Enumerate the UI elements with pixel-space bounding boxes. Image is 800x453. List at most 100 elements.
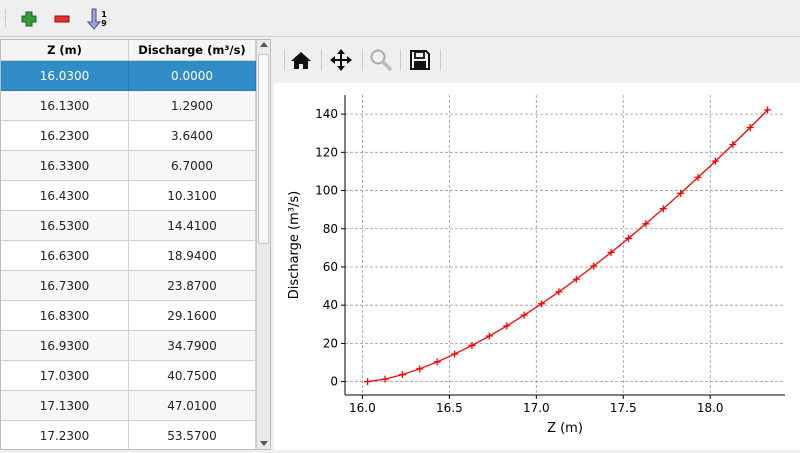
z-cell[interactable]: 16.4300 — [1, 181, 129, 211]
data-point-marker — [677, 189, 685, 197]
data-point-marker — [433, 358, 441, 366]
data-point-marker — [659, 205, 667, 213]
y-tick-label: 0 — [330, 375, 338, 389]
z-cell[interactable]: 16.1300 — [1, 91, 129, 121]
data-point-marker — [711, 157, 719, 165]
data-point-marker — [590, 262, 598, 270]
data-point-marker — [485, 332, 493, 340]
x-axis-label: Z (m) — [547, 421, 583, 436]
y-tick-label: 60 — [323, 260, 338, 274]
data-point-marker — [520, 311, 528, 319]
table-row[interactable]: 16.0300 0.0000 — [1, 61, 256, 91]
z-cell[interactable]: 17.0300 — [1, 361, 129, 391]
data-point-marker — [607, 248, 615, 256]
pan-icon — [330, 49, 352, 71]
x-tick-label: 16.0 — [349, 401, 376, 415]
table-row[interactable]: 16.8300 29.1600 — [1, 301, 256, 331]
discharge-cell[interactable]: 53.5700 — [129, 421, 256, 449]
zoom-button[interactable] — [366, 46, 396, 74]
vertical-scrollbar[interactable] — [256, 40, 270, 449]
z-cell[interactable]: 17.2300 — [1, 421, 129, 449]
discharge-chart: 16.0 16.5 17.0 17.5 18.0 0 20 40 60 80 100 120 140 Z … — [287, 95, 785, 436]
data-point-marker — [364, 378, 372, 386]
discharge-cell[interactable]: 29.1600 — [129, 301, 256, 331]
data-point-marker — [572, 275, 580, 283]
add-row-button[interactable] — [18, 8, 40, 30]
y-tick-label: 20 — [323, 336, 338, 350]
data-point-marker — [764, 106, 772, 114]
column-header-discharge[interactable]: Discharge (m³/s) — [129, 40, 256, 61]
data-table[interactable]: Z (m) Discharge (m³/s) 16.0300 0.0000 16.1… — [0, 39, 271, 450]
table-row[interactable]: 16.1300 1.2900 — [1, 91, 256, 121]
data-point-marker — [555, 288, 563, 296]
save-icon — [410, 50, 430, 70]
data-point-marker — [642, 220, 650, 228]
y-axis-label: Discharge (m³/s) — [287, 191, 302, 299]
z-cell[interactable]: 16.9300 — [1, 331, 129, 361]
data-point-marker — [694, 173, 702, 181]
z-cell[interactable]: 16.5300 — [1, 211, 129, 241]
add-row-icon — [21, 11, 37, 27]
discharge-cell[interactable]: 47.0100 — [129, 391, 256, 421]
column-header-z[interactable]: Z (m) — [1, 40, 129, 61]
table-row[interactable]: 16.2300 3.6400 — [1, 121, 256, 151]
table-row[interactable]: 16.4300 10.3100 — [1, 181, 256, 211]
discharge-cell[interactable]: 18.9400 — [129, 241, 256, 271]
discharge-cell[interactable]: 14.4100 — [129, 211, 256, 241]
discharge-cell[interactable]: 3.6400 — [129, 121, 256, 151]
z-cell[interactable]: 16.2300 — [1, 121, 129, 151]
z-cell[interactable]: 16.3300 — [1, 151, 129, 181]
table-row[interactable]: 17.0300 40.7500 — [1, 361, 256, 391]
table-row[interactable]: 17.1300 47.0100 — [1, 391, 256, 421]
discharge-cell[interactable]: 23.8700 — [129, 271, 256, 301]
discharge-cell[interactable]: 6.7000 — [129, 151, 256, 181]
y-tick-label: 120 — [315, 145, 338, 159]
home-button[interactable] — [286, 46, 316, 74]
sort-icon — [87, 8, 102, 30]
table-row[interactable]: 16.3300 6.7000 — [1, 151, 256, 181]
data-point-marker — [398, 371, 406, 379]
data-point-marker — [503, 322, 511, 330]
x-tick-label: 16.5 — [436, 401, 463, 415]
home-icon — [291, 52, 311, 69]
remove-row-button[interactable] — [51, 8, 73, 30]
scroll-down-icon[interactable] — [260, 441, 268, 446]
plot-canvas[interactable]: 16.0 16.5 17.0 17.5 18.0 0 20 40 60 80 100 120 140 Z … — [274, 83, 800, 450]
sort-digit-top: 1 — [101, 10, 107, 19]
data-point-marker — [451, 350, 459, 358]
zoom-icon — [370, 49, 392, 71]
y-tick-label: 140 — [315, 107, 338, 121]
z-cell[interactable]: 16.8300 — [1, 301, 129, 331]
z-cell[interactable]: 16.7300 — [1, 271, 129, 301]
discharge-cell[interactable]: 10.3100 — [129, 181, 256, 211]
y-tick-label: 40 — [323, 298, 338, 312]
x-tick-label: 17.0 — [523, 401, 550, 415]
scroll-up-icon[interactable] — [260, 42, 268, 47]
sort-digit-bottom: 9 — [101, 19, 107, 28]
data-point-marker — [468, 341, 476, 349]
discharge-cell[interactable]: 0.0000 — [129, 61, 256, 91]
x-tick-label: 18.0 — [697, 401, 724, 415]
table-row[interactable]: 16.7300 23.8700 — [1, 271, 256, 301]
data-point-marker — [746, 123, 754, 131]
z-cell[interactable]: 17.1300 — [1, 391, 129, 421]
z-cell[interactable]: 16.6300 — [1, 241, 129, 271]
x-tick-label: 17.5 — [610, 401, 637, 415]
table-row[interactable]: 17.2300 53.5700 — [1, 421, 256, 449]
data-point-marker — [381, 375, 389, 383]
table-row[interactable]: 16.9300 34.7900 — [1, 331, 256, 361]
discharge-cell[interactable]: 34.7900 — [129, 331, 256, 361]
z-cell[interactable]: 16.0300 — [1, 61, 129, 91]
discharge-series-line — [367, 109, 769, 383]
data-point-marker — [729, 140, 737, 148]
table-row[interactable]: 16.5300 14.4100 — [1, 211, 256, 241]
toolbar-grip[interactable] — [5, 10, 8, 27]
sort-button[interactable]: 1 9 — [84, 8, 110, 30]
discharge-cell[interactable]: 40.7500 — [129, 361, 256, 391]
plot-panel: 16.0 16.5 17.0 17.5 18.0 0 20 40 60 80 100 120 140 Z … — [272, 39, 800, 450]
discharge-cell[interactable]: 1.2900 — [129, 91, 256, 121]
table-row[interactable]: 16.6300 18.9400 — [1, 241, 256, 271]
save-button[interactable] — [405, 46, 435, 74]
pan-button[interactable] — [326, 46, 356, 74]
scrollbar-thumb[interactable] — [258, 54, 269, 244]
